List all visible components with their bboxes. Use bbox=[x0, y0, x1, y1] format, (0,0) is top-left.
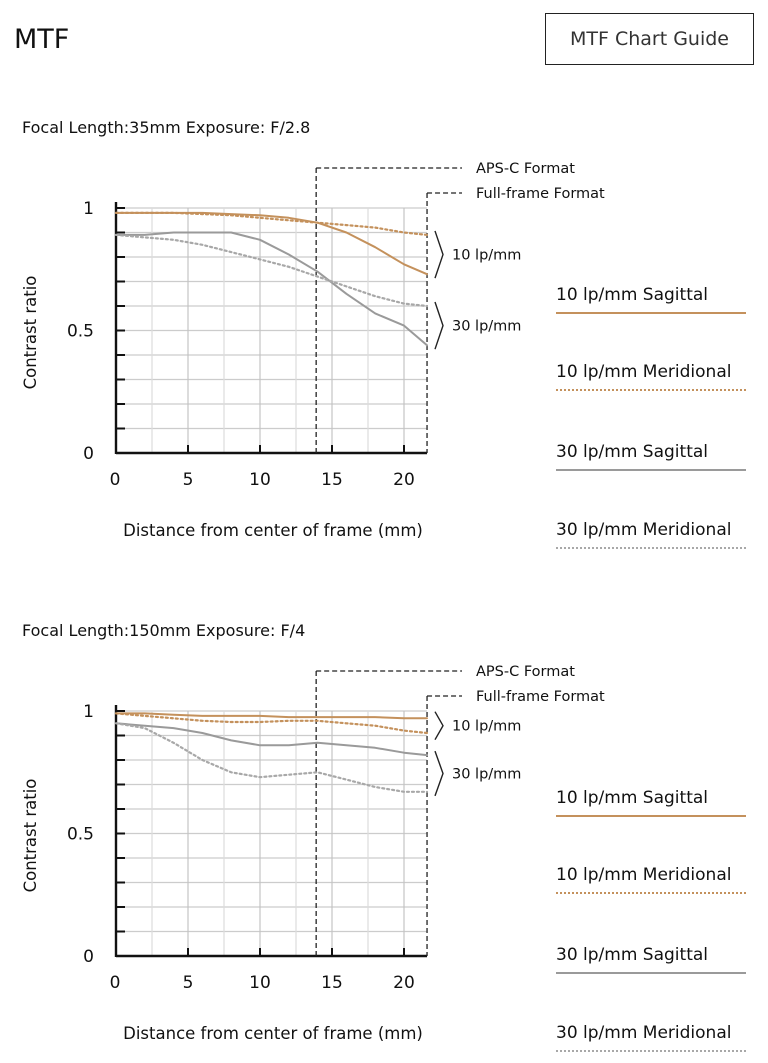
format-marker-label: APS-C Format bbox=[476, 161, 575, 177]
bracket bbox=[434, 301, 444, 350]
mtf-chart-guide-button[interactable]: MTF Chart Guide bbox=[545, 13, 754, 65]
legend-label: 30 lp/mm Sagittal bbox=[556, 945, 708, 965]
legend-item: 30 lp/mm Meridional bbox=[556, 520, 746, 549]
legend-label: 30 lp/mm Sagittal bbox=[556, 442, 708, 462]
x-tick-label: 0 bbox=[110, 470, 121, 490]
y-tick-label: 1 bbox=[83, 199, 94, 219]
series-line-30-lp-mm-sagittal bbox=[115, 722, 428, 757]
x-tick-label: 5 bbox=[183, 470, 194, 490]
bracket bbox=[434, 711, 444, 741]
x-tick-label: 0 bbox=[110, 973, 121, 993]
mtf-chart-150mm: Focal Length:150mm Exposure: F/4 0 0.5 1 0 5 1… bbox=[0, 603, 768, 1063]
legend-label: 10 lp/mm Sagittal bbox=[556, 788, 708, 808]
y-axis-label: Contrast ratio bbox=[21, 276, 40, 390]
chart-heading: Focal Length:150mm Exposure: F/4 bbox=[22, 621, 305, 640]
series-line-10-lp-mm-sagittal bbox=[115, 211, 428, 276]
legend-label: 10 lp/mm Meridional bbox=[556, 865, 732, 885]
series-line-10-lp-mm-meridional bbox=[114, 712, 429, 735]
series-line-30-lp-mm-meridional bbox=[114, 722, 429, 793]
bracket-label: 10 lp/mm bbox=[452, 719, 521, 735]
legend-item: 30 lp/mm Sagittal bbox=[556, 945, 746, 974]
bracket bbox=[434, 230, 444, 279]
x-tick-label: 15 bbox=[321, 973, 343, 993]
y-tick-label: 0 bbox=[83, 444, 94, 464]
format-marker-label: Full-frame Format bbox=[476, 186, 605, 202]
legend-swatch bbox=[556, 469, 746, 471]
x-tick-label: 15 bbox=[321, 470, 343, 490]
mtf-plot-svg: Focal Length:35mm Exposure: F/2.800.510 5… bbox=[21, 118, 605, 540]
y-tick-label: 0.5 bbox=[67, 825, 94, 845]
bracket-label: 10 lp/mm bbox=[452, 248, 521, 264]
x-tick-label: 20 bbox=[393, 973, 415, 993]
x-tick-label: 10 bbox=[249, 470, 271, 490]
legend-item: 10 lp/mm Meridional bbox=[556, 865, 746, 894]
y-tick-label: 0 bbox=[83, 947, 94, 967]
bracket-label: 30 lp/mm bbox=[452, 766, 521, 782]
grid bbox=[116, 207, 428, 453]
legend-item: 10 lp/mm Sagittal bbox=[556, 788, 746, 817]
x-axis-label: Distance from center of frame (mm) bbox=[123, 521, 423, 540]
grid bbox=[116, 710, 428, 956]
legend-label: 30 lp/mm Meridional bbox=[556, 520, 732, 540]
mtf-chart-35mm: Focal Length:35mm Exposure: F/2.8 0 0.5 1 0 5… bbox=[0, 100, 768, 560]
legend-swatch bbox=[556, 892, 746, 894]
legend-item: 10 lp/mm Sagittal bbox=[556, 285, 746, 314]
mtf-plot-svg: Focal Length:150mm Exposure: F/400.510 5 1… bbox=[21, 621, 605, 1043]
series-line-30-lp-mm-sagittal bbox=[115, 231, 428, 347]
series-line-10-lp-mm-meridional bbox=[114, 211, 429, 236]
chart-heading: Focal Length:35mm Exposure: F/2.8 bbox=[22, 118, 310, 137]
series-line-10-lp-mm-sagittal bbox=[115, 712, 428, 720]
legend-swatch bbox=[556, 972, 746, 974]
legend-label: 10 lp/mm Sagittal bbox=[556, 285, 708, 305]
legend-item: 30 lp/mm Meridional bbox=[556, 1023, 746, 1052]
legend-item: 30 lp/mm Sagittal bbox=[556, 442, 746, 471]
series-line-30-lp-mm-meridional bbox=[114, 233, 429, 308]
y-tick-label: 1 bbox=[83, 702, 94, 722]
x-tick-label: 20 bbox=[393, 470, 415, 490]
legend-swatch bbox=[556, 1050, 746, 1052]
legend-swatch bbox=[556, 547, 746, 549]
legend-item: 10 lp/mm Meridional bbox=[556, 362, 746, 391]
legend-label: 10 lp/mm Meridional bbox=[556, 362, 732, 382]
page-title: MTF bbox=[14, 24, 70, 55]
x-tick-label: 5 bbox=[183, 973, 194, 993]
x-axis-label: Distance from center of frame (mm) bbox=[123, 1024, 423, 1043]
legend-swatch bbox=[556, 389, 746, 391]
y-axis-label: Contrast ratio bbox=[21, 779, 40, 893]
bracket-label: 30 lp/mm bbox=[452, 319, 521, 335]
format-marker-label: APS-C Format bbox=[476, 664, 575, 680]
legend-label: 30 lp/mm Meridional bbox=[556, 1023, 732, 1043]
x-tick-label: 10 bbox=[249, 973, 271, 993]
bracket bbox=[434, 750, 444, 797]
y-tick-label: 0.5 bbox=[67, 322, 94, 342]
legend-swatch bbox=[556, 312, 746, 314]
format-marker-label: Full-frame Format bbox=[476, 689, 605, 705]
legend-swatch bbox=[556, 815, 746, 817]
